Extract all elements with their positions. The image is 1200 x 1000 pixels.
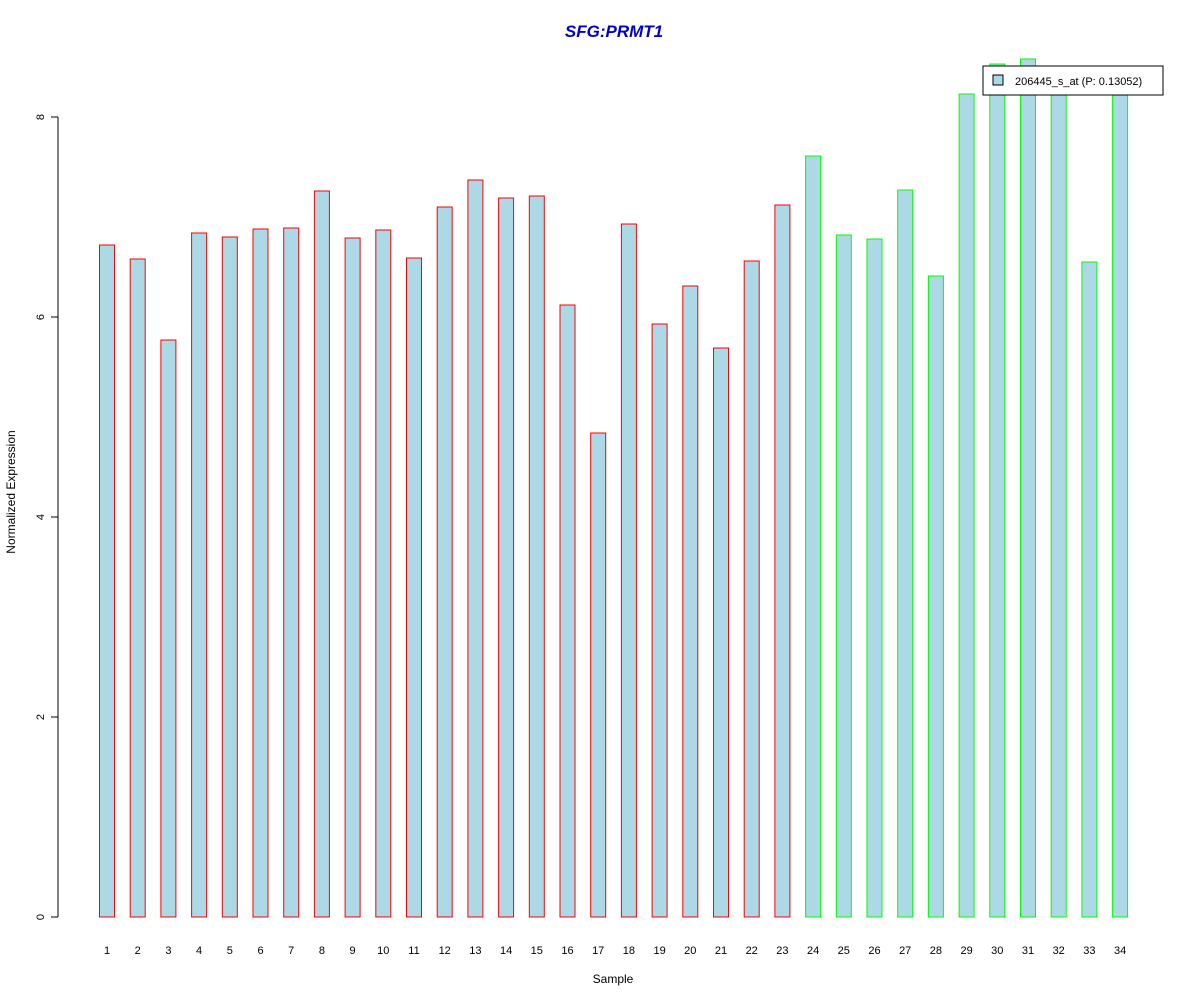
x-tick-label: 1 bbox=[104, 945, 110, 957]
x-tick-label: 12 bbox=[439, 945, 451, 957]
bar-sample-7 bbox=[283, 227, 300, 918]
x-tick-label: 11 bbox=[408, 945, 419, 957]
x-tick-label: 27 bbox=[899, 945, 911, 957]
legend: 206445_s_at (P: 0.13052) bbox=[982, 65, 1164, 96]
x-tick-label: 5 bbox=[227, 945, 233, 957]
y-axis: 0 2 4 6 8 bbox=[35, 114, 59, 920]
bar-sample-13 bbox=[467, 179, 484, 918]
y-tick-label: 0 bbox=[35, 914, 47, 920]
x-tick-label: 2 bbox=[135, 945, 141, 957]
x-tick-label: 14 bbox=[500, 945, 512, 957]
x-tick-label: 26 bbox=[868, 945, 880, 957]
bar-sample-11 bbox=[406, 257, 422, 918]
bar-sample-22 bbox=[743, 260, 760, 918]
bar-sample-3 bbox=[160, 339, 177, 918]
bar-sample-31 bbox=[1020, 58, 1036, 918]
x-tick-label: 22 bbox=[746, 945, 758, 957]
bar-sample-18 bbox=[620, 223, 637, 918]
x-axis-title: Sample bbox=[593, 972, 634, 986]
bar-sample-9 bbox=[344, 237, 361, 918]
bar-sample-21 bbox=[713, 347, 729, 918]
x-tick-label: 20 bbox=[684, 945, 696, 957]
x-tick-label: 16 bbox=[561, 945, 573, 957]
legend-label: 206445_s_at (P: 0.13052) bbox=[1015, 76, 1142, 88]
bar-sample-2 bbox=[129, 258, 146, 918]
y-tick-label: 8 bbox=[35, 114, 47, 120]
bar-sample-6 bbox=[252, 228, 269, 918]
x-tick-label: 9 bbox=[350, 945, 356, 957]
x-tick-label: 18 bbox=[623, 945, 635, 957]
bar-sample-20 bbox=[682, 285, 699, 918]
chart-title: SFG:PRMT1 bbox=[565, 22, 663, 41]
x-tick-label: 17 bbox=[592, 945, 604, 957]
x-tick-label: 29 bbox=[960, 945, 972, 957]
legend-box bbox=[982, 65, 1164, 96]
bar-sample-30 bbox=[989, 63, 1006, 918]
bar-sample-5 bbox=[221, 236, 238, 918]
x-tick-label: 24 bbox=[807, 945, 819, 957]
x-tick-label: 31 bbox=[1022, 945, 1034, 957]
x-tick-label: 6 bbox=[257, 945, 263, 957]
x-tick-label: 13 bbox=[469, 945, 481, 957]
bar-sample-32 bbox=[1050, 88, 1067, 918]
x-tick-label: 3 bbox=[165, 945, 171, 957]
bar-sample-17 bbox=[590, 432, 607, 918]
bar-sample-24 bbox=[805, 155, 822, 918]
bar-sample-26 bbox=[866, 238, 883, 918]
y-tick-label: 2 bbox=[35, 714, 47, 720]
x-tick-label: 4 bbox=[196, 945, 202, 957]
x-tick-label: 28 bbox=[930, 945, 942, 957]
y-tick-label: 4 bbox=[35, 514, 47, 520]
x-tick-label: 19 bbox=[653, 945, 665, 957]
x-tick-label: 25 bbox=[838, 945, 850, 957]
bars bbox=[99, 58, 1129, 918]
bar-sample-14 bbox=[498, 197, 515, 918]
bar-sample-16 bbox=[559, 304, 576, 918]
bar-sample-12 bbox=[436, 206, 453, 918]
bar-sample-34 bbox=[1112, 83, 1129, 918]
x-tick-label: 8 bbox=[319, 945, 325, 957]
bar-sample-23 bbox=[774, 204, 791, 918]
x-tick-label: 23 bbox=[776, 945, 788, 957]
x-tick-label: 32 bbox=[1053, 945, 1065, 957]
bar-sample-25 bbox=[835, 234, 852, 918]
legend-swatch bbox=[992, 74, 1004, 86]
bar-sample-33 bbox=[1081, 261, 1098, 918]
x-tick-label: 10 bbox=[377, 945, 389, 957]
x-tick-label: 33 bbox=[1083, 945, 1095, 957]
bar-sample-28 bbox=[927, 275, 944, 918]
bar-sample-10 bbox=[375, 229, 392, 918]
x-axis-tick-labels: 1 2 3 4 5 6 7 8 9 10 11 12 13 14 15 16 17 18 19 20 21 22 23 24 2… bbox=[104, 945, 1126, 957]
bar-sample-1 bbox=[99, 244, 115, 918]
x-tick-label: 21 bbox=[715, 945, 727, 957]
x-tick-label: 15 bbox=[531, 945, 543, 957]
bar-sample-8 bbox=[313, 190, 330, 918]
x-tick-label: 30 bbox=[991, 945, 1003, 957]
x-tick-label: 7 bbox=[288, 945, 294, 957]
bar-sample-19 bbox=[651, 323, 668, 918]
x-tick-label: 34 bbox=[1114, 945, 1126, 957]
y-axis-title: Normalized Expression bbox=[4, 430, 18, 553]
bar-sample-27 bbox=[897, 189, 914, 918]
bar-sample-4 bbox=[191, 232, 208, 918]
bar-sample-15 bbox=[528, 195, 545, 918]
bar-sample-29 bbox=[958, 93, 975, 918]
y-tick-label: 6 bbox=[35, 314, 47, 320]
